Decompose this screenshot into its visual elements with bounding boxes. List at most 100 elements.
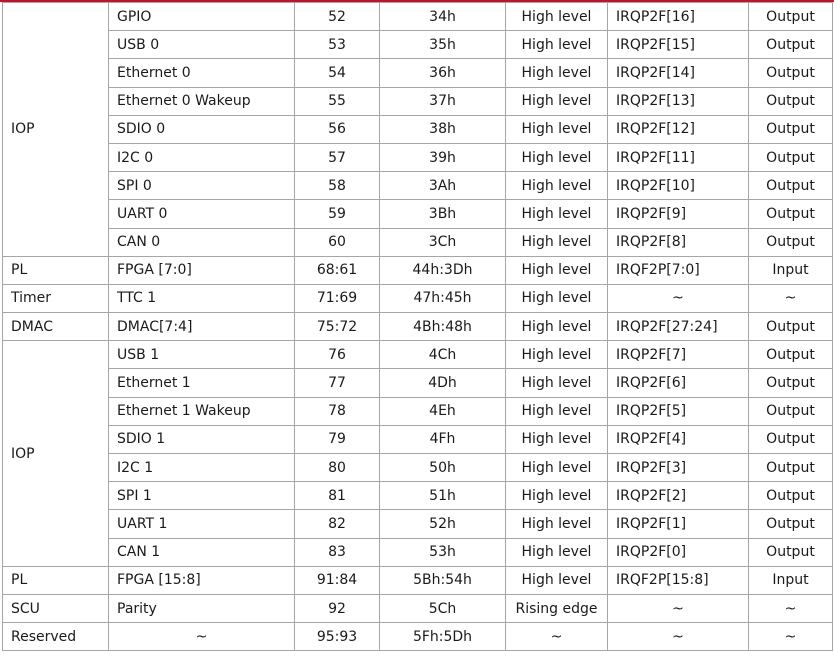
group-cell: IOP xyxy=(2,340,109,567)
group-cell: PL xyxy=(2,255,109,285)
direction-cell: Output xyxy=(748,481,833,511)
irq-hex-cell: 5Fh:5Dh xyxy=(379,622,506,652)
irq-hex-cell: 3Bh xyxy=(379,199,506,229)
device-cell: SDIO 1 xyxy=(108,424,295,455)
direction-cell: Output xyxy=(748,171,833,201)
table-row: DMAC DMAC[7:4] 75:72 4Bh:48h High level IRQP2… xyxy=(2,312,833,342)
table-row: USB 0 53 35h High level IRQP2F[15] Output xyxy=(3,30,833,60)
table-row: Ethernet 0 Wakeup 55 37h High level IRQP2F[1… xyxy=(3,86,833,116)
device-cell: SPI 0 xyxy=(108,171,295,201)
status-bit-cell: IRQP2F[4] xyxy=(607,424,749,455)
direction-cell: Output xyxy=(748,114,833,144)
table-row: Timer TTC 1 71:69 47h:45h High level ~ ~ xyxy=(2,283,833,314)
status-bit-cell: IRQP2F[2] xyxy=(607,481,749,511)
irq-id-cell: 91:84 xyxy=(294,565,380,595)
status-bit-cell: IRQP2F[3] xyxy=(607,452,749,483)
irq-id-cell: 54 xyxy=(294,58,380,88)
status-bit-cell: IRQP2F[9] xyxy=(607,199,749,229)
irq-id-cell: 79 xyxy=(294,424,380,455)
trigger-type-cell: High level xyxy=(505,481,608,511)
device-cell: I2C 0 xyxy=(108,142,295,173)
irq-hex-cell: 35h xyxy=(379,30,506,60)
irq-id-cell: 77 xyxy=(294,368,380,398)
status-bit-cell: IRQP2F[10] xyxy=(607,171,749,201)
device-cell: UART 0 xyxy=(108,199,295,229)
direction-cell: ~ xyxy=(748,283,833,314)
device-cell: USB 1 xyxy=(108,340,295,370)
table-row: UART 1 82 52h High level IRQP2F[1] Output xyxy=(3,509,833,539)
group-cell: IOP xyxy=(2,2,109,257)
irq-id-cell: 71:69 xyxy=(294,283,380,314)
irq-id-cell: 56 xyxy=(294,114,380,144)
group-cell: DMAC xyxy=(2,312,109,342)
table-row: Ethernet 1 Wakeup 78 4Eh High level IRQP2F[5… xyxy=(3,396,833,426)
status-bit-cell: IRQP2F[8] xyxy=(607,227,749,257)
trigger-type-cell: High level xyxy=(505,452,608,483)
direction-cell: Output xyxy=(748,340,833,370)
irq-hex-cell: 4Dh xyxy=(379,368,506,398)
direction-cell: Output xyxy=(748,199,833,229)
group-cell: Reserved xyxy=(2,622,109,652)
irq-id-cell: 82 xyxy=(294,509,380,539)
direction-cell: Output xyxy=(748,509,833,539)
direction-cell: Output xyxy=(748,368,833,398)
status-bit-cell: ~ xyxy=(607,622,749,652)
trigger-type-cell: Rising edge xyxy=(505,593,608,624)
status-bit-cell: IRQP2F[12] xyxy=(607,114,749,144)
irq-id-cell: 53 xyxy=(294,30,380,60)
device-cell: CAN 0 xyxy=(108,227,295,257)
table-row: SPI 1 81 51h High level IRQP2F[2] Output xyxy=(3,481,833,511)
irq-hex-cell: 44h:3Dh xyxy=(379,255,506,285)
status-bit-cell: IRQP2F[0] xyxy=(607,537,749,567)
direction-cell: Input xyxy=(748,565,833,595)
trigger-type-cell: ~ xyxy=(505,622,608,652)
device-cell: FPGA [15:8] xyxy=(108,565,295,595)
irq-id-cell: 60 xyxy=(294,227,380,257)
irq-id-cell: 81 xyxy=(294,481,380,511)
irq-hex-cell: 4Ch xyxy=(379,340,506,370)
status-bit-cell: IRQP2F[11] xyxy=(607,142,749,173)
table-row: IOP USB 1 76 4Ch High level IRQP2F[7] Output xyxy=(2,340,833,567)
irq-hex-cell: 39h xyxy=(379,142,506,173)
device-cell: GPIO xyxy=(108,1,295,32)
irq-hex-cell: 52h xyxy=(379,509,506,539)
device-cell: Ethernet 1 Wakeup xyxy=(108,396,295,426)
status-bit-cell: ~ xyxy=(607,283,749,314)
device-cell: Ethernet 0 Wakeup xyxy=(108,86,295,116)
table-row: UART 0 59 3Bh High level IRQP2F[9] Output xyxy=(3,199,833,229)
table-row: SDIO 0 56 38h High level IRQP2F[12] Output xyxy=(3,114,833,144)
irq-hex-cell: 47h:45h xyxy=(379,283,506,314)
device-cell: USB 0 xyxy=(108,30,295,60)
table-row: PL FPGA [7:0] 68:61 44h:3Dh High level IRQF2P… xyxy=(2,255,833,285)
irq-id-cell: 75:72 xyxy=(294,312,380,342)
irq-hex-cell: 3Ch xyxy=(379,227,506,257)
table-row: I2C 0 57 39h High level IRQP2F[11] Output xyxy=(3,142,833,173)
irq-id-cell: 58 xyxy=(294,171,380,201)
irq-id-cell: 78 xyxy=(294,396,380,426)
direction-cell: Output xyxy=(748,396,833,426)
irq-hex-cell: 3Ah xyxy=(379,171,506,201)
irq-hex-cell: 53h xyxy=(379,537,506,567)
table-row: CAN 1 83 53h High level IRQP2F[0] Output xyxy=(3,537,833,567)
trigger-type-cell: High level xyxy=(505,227,608,257)
table-row: Ethernet 0 54 36h High level IRQP2F[14] Outpu… xyxy=(3,58,833,88)
group-cell: Timer xyxy=(2,283,109,314)
group-cell: PL xyxy=(2,565,109,595)
irq-id-cell: 57 xyxy=(294,142,380,173)
trigger-type-cell: High level xyxy=(505,340,608,370)
device-cell: FPGA [7:0] xyxy=(108,255,295,285)
trigger-type-cell: High level xyxy=(505,199,608,229)
trigger-type-cell: High level xyxy=(505,114,608,144)
irq-hex-cell: 38h xyxy=(379,114,506,144)
irq-hex-cell: 50h xyxy=(379,452,506,483)
irq-hex-cell: 37h xyxy=(379,86,506,116)
trigger-type-cell: High level xyxy=(505,1,608,32)
status-bit-cell: IRQP2F[1] xyxy=(607,509,749,539)
trigger-type-cell: High level xyxy=(505,30,608,60)
device-cell: SDIO 0 xyxy=(108,114,295,144)
irq-hex-cell: 36h xyxy=(379,58,506,88)
irq-hex-cell: 5Bh:54h xyxy=(379,565,506,595)
table-row: Reserved ~95:93 5Fh:5Dh ~ ~ ~ xyxy=(2,622,833,652)
table-row: PL FPGA [15:8] 91:84 5Bh:54h High level IRQF2… xyxy=(2,565,833,595)
